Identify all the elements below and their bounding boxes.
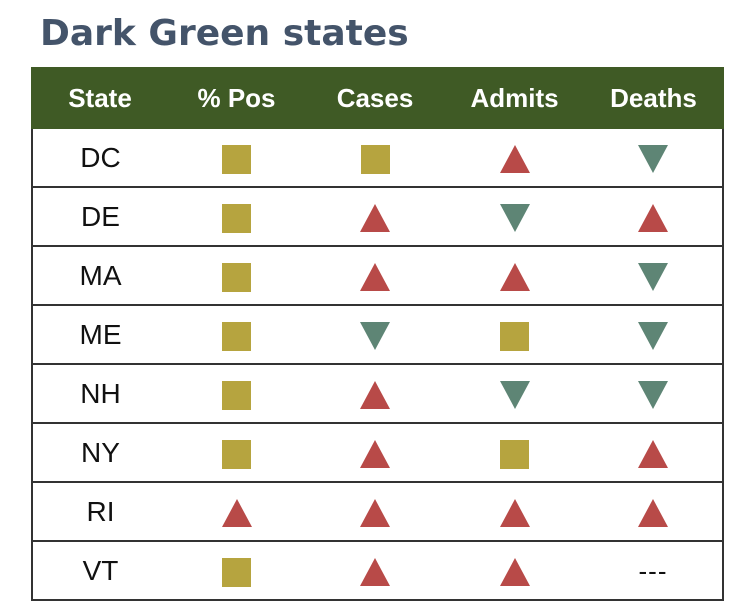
- state-cell: VT: [31, 540, 168, 601]
- square-icon: [222, 144, 251, 174]
- table-body: DC DE MA ME NH NY RI VT ---: [31, 127, 724, 601]
- cell-pct-pos: [168, 422, 305, 483]
- triangle-up-icon: [499, 558, 530, 587]
- triangle-up-icon: [360, 440, 390, 469]
- state-cell: DC: [31, 127, 168, 188]
- square-icon: [500, 439, 529, 469]
- cell-pct-pos: [168, 540, 305, 601]
- cell-admits: [445, 186, 584, 247]
- cell-deaths: [584, 186, 724, 247]
- state-cell: MA: [31, 245, 168, 306]
- cell-deaths: [584, 363, 724, 424]
- table-row: DE: [31, 186, 724, 247]
- cell-cases: [305, 422, 445, 483]
- triangle-down-icon: [499, 204, 530, 233]
- header-row: State % Pos Cases Admits Deaths: [31, 67, 724, 129]
- cell-admits: [445, 245, 584, 306]
- state-cell: NH: [31, 363, 168, 424]
- triangle-down-icon: [638, 381, 668, 410]
- cell-admits: [445, 481, 584, 542]
- triangle-down-icon: [638, 145, 668, 174]
- table-row: DC: [31, 127, 724, 188]
- cell-cases: [305, 540, 445, 601]
- square-icon: [222, 557, 251, 587]
- triangle-up-icon: [360, 381, 390, 410]
- column-header-deaths: Deaths: [583, 67, 724, 129]
- triangle-up-icon: [499, 499, 530, 528]
- column-header-pct-pos: % Pos: [167, 67, 306, 129]
- triangle-up-icon: [360, 558, 390, 587]
- table-row: NY: [31, 422, 724, 483]
- cell-pct-pos: [168, 304, 305, 365]
- square-icon: [222, 321, 251, 351]
- triangle-up-icon: [638, 204, 668, 233]
- page-title: Dark Green states: [40, 13, 409, 54]
- cell-deaths: [584, 422, 724, 483]
- triangle-down-icon: [638, 263, 668, 292]
- column-header-cases: Cases: [304, 67, 446, 129]
- state-cell: NY: [31, 422, 168, 483]
- square-icon: [500, 321, 529, 351]
- triangle-up-icon: [221, 499, 252, 528]
- cell-cases: [305, 481, 445, 542]
- cell-deaths: [584, 481, 724, 542]
- triangle-down-icon: [360, 322, 390, 351]
- dash-text: ---: [638, 556, 668, 587]
- cell-pct-pos: [168, 245, 305, 306]
- cell-pct-pos: [168, 481, 305, 542]
- cell-admits: [445, 422, 584, 483]
- cell-pct-pos: [168, 363, 305, 424]
- triangle-up-icon: [499, 145, 530, 174]
- table-row: RI: [31, 481, 724, 542]
- cell-deaths: [584, 304, 724, 365]
- cell-pct-pos: [168, 186, 305, 247]
- square-icon: [222, 439, 251, 469]
- square-icon: [222, 380, 251, 410]
- cell-admits: [445, 304, 584, 365]
- cell-deaths: [584, 245, 724, 306]
- cell-pct-pos: [168, 127, 305, 188]
- state-cell: ME: [31, 304, 168, 365]
- square-icon: [222, 262, 251, 292]
- table-row: ME: [31, 304, 724, 365]
- table-row: MA: [31, 245, 724, 306]
- column-header-admits: Admits: [444, 67, 585, 129]
- cell-admits: [445, 540, 584, 601]
- state-indicator-table: State % Pos Cases Admits Deaths DC DE MA ME…: [31, 67, 724, 601]
- state-cell: DE: [31, 186, 168, 247]
- cell-admits: [445, 127, 584, 188]
- triangle-up-icon: [360, 204, 390, 233]
- cell-cases: [305, 304, 445, 365]
- table-row: NH: [31, 363, 724, 424]
- triangle-up-icon: [360, 263, 390, 292]
- triangle-up-icon: [638, 440, 668, 469]
- square-icon: [222, 203, 251, 233]
- cell-cases: [305, 245, 445, 306]
- cell-deaths: [584, 127, 724, 188]
- cell-deaths: ---: [584, 540, 724, 601]
- cell-cases: [305, 186, 445, 247]
- cell-admits: [445, 363, 584, 424]
- triangle-up-icon: [360, 499, 390, 528]
- triangle-down-icon: [638, 322, 668, 351]
- cell-cases: [305, 127, 445, 188]
- triangle-up-icon: [638, 499, 668, 528]
- state-cell: RI: [31, 481, 168, 542]
- square-icon: [360, 144, 390, 174]
- table-row: VT ---: [31, 540, 724, 601]
- cell-cases: [305, 363, 445, 424]
- triangle-up-icon: [499, 263, 530, 292]
- triangle-down-icon: [499, 381, 530, 410]
- column-header-state: State: [31, 67, 169, 129]
